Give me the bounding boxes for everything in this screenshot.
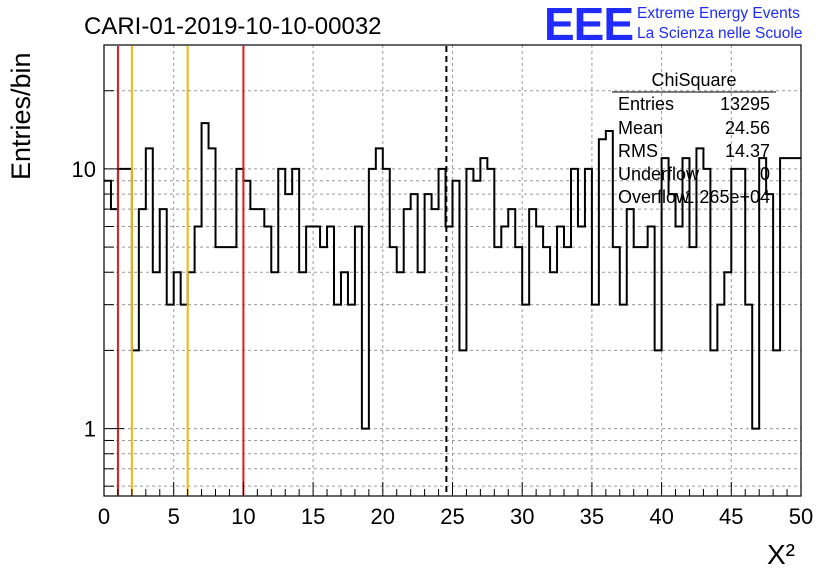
stats-label-underflow: Underflow [618, 164, 700, 184]
eee-logo-mark: EEE [544, 0, 634, 50]
x-tick-label: 45 [719, 504, 743, 529]
x-tick-label: 5 [168, 504, 180, 529]
eee-logo: EEE Extreme Energy Events La Scienza nel… [544, 0, 834, 50]
stats-label-overflow: Overflow [618, 187, 690, 207]
chart-title: CARI-01-2019-10-10-00032 [84, 13, 382, 40]
stats-value-rms: 14.37 [725, 141, 770, 161]
plot-frame [103, 44, 802, 497]
stats-title: ChiSquare [651, 70, 736, 90]
reference-lines [116, 46, 448, 495]
stats-label-entries: Entries [618, 94, 674, 114]
x-axis-label: X² [767, 539, 795, 570]
tick-labels: 0 5 10 15 20 25 30 35 40 45 50 1 10 [72, 157, 814, 529]
y-tick-label: 1 [84, 417, 96, 442]
histogram-outline [104, 122, 801, 430]
y-tick-label: 10 [72, 157, 96, 182]
x-tick-label: 0 [98, 504, 110, 529]
histogram-series [104, 122, 801, 430]
x-tick-label: 10 [231, 504, 255, 529]
y-axis-label: Entries/bin [6, 52, 36, 180]
grid-lines [104, 44, 801, 496]
stats-label-rms: RMS [618, 141, 658, 161]
logo-line-2: La Scienza nelle Scuole [637, 25, 803, 42]
x-tick-label: 35 [580, 504, 604, 529]
stats-value-overflow: 1.265e+04 [684, 187, 770, 207]
logo-line-1: Extreme Energy Events [637, 5, 800, 22]
x-tick-label: 50 [789, 504, 813, 529]
x-tick-label: 30 [510, 504, 534, 529]
stats-value-underflow: 0 [760, 164, 770, 184]
stats-value-mean: 24.56 [725, 118, 770, 138]
stats-label-mean: Mean [618, 118, 663, 138]
x-tick-label: 15 [301, 504, 325, 529]
x-tick-label: 20 [371, 504, 395, 529]
x-tick-label: 25 [440, 504, 464, 529]
stats-box: ChiSquare Entries 13295 Mean 24.56 RMS 1… [612, 70, 776, 207]
stats-value-entries: 13295 [720, 94, 770, 114]
x-tick-label: 40 [649, 504, 673, 529]
